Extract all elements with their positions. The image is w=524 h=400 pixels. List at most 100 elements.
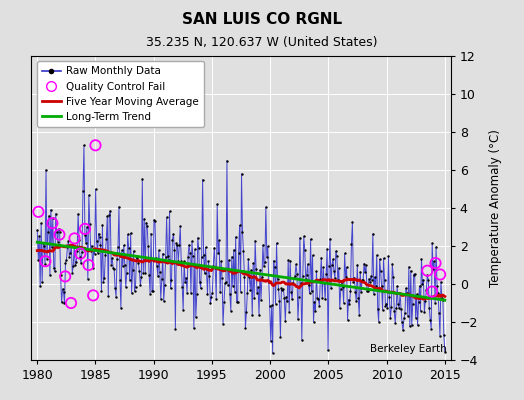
Point xyxy=(379,255,388,262)
Point xyxy=(344,296,353,303)
Point xyxy=(156,269,164,275)
Point xyxy=(128,266,137,273)
Point xyxy=(52,229,61,235)
Point xyxy=(70,235,79,242)
Point xyxy=(299,272,307,279)
Point xyxy=(66,250,74,257)
Point xyxy=(416,282,424,289)
Point xyxy=(124,231,132,238)
Point xyxy=(373,252,381,258)
Point xyxy=(104,292,113,299)
Point xyxy=(358,277,366,283)
Point xyxy=(98,222,106,228)
Point xyxy=(274,275,282,282)
Point xyxy=(166,208,174,215)
Point xyxy=(288,296,296,303)
Point xyxy=(48,220,57,226)
Point xyxy=(345,301,354,308)
Point xyxy=(243,290,252,296)
Point xyxy=(400,315,408,322)
Point xyxy=(236,288,245,295)
Point xyxy=(76,250,84,257)
Point xyxy=(261,204,270,210)
Point xyxy=(80,142,88,148)
Point xyxy=(249,260,257,266)
Point xyxy=(353,262,362,268)
Point xyxy=(232,234,240,240)
Point xyxy=(94,230,103,237)
Point xyxy=(175,242,183,248)
Point xyxy=(231,288,239,295)
Point xyxy=(70,243,79,250)
Point xyxy=(125,277,134,283)
Point xyxy=(221,280,229,287)
Point xyxy=(115,204,123,210)
Point xyxy=(357,289,365,296)
Point xyxy=(216,289,224,296)
Point xyxy=(51,210,60,217)
Point xyxy=(269,257,278,264)
Point xyxy=(56,229,64,235)
Point xyxy=(102,236,111,242)
Point xyxy=(96,242,105,249)
Point xyxy=(60,300,69,306)
Point xyxy=(310,299,319,305)
Point xyxy=(298,337,306,343)
Point xyxy=(335,265,343,271)
Point xyxy=(365,276,373,282)
Point xyxy=(189,253,197,260)
Legend: Raw Monthly Data, Quality Control Fail, Five Year Moving Average, Long-Term Tren: Raw Monthly Data, Quality Control Fail, … xyxy=(37,61,204,127)
Point xyxy=(244,256,253,262)
Point xyxy=(409,301,417,307)
Point xyxy=(271,300,280,307)
Point xyxy=(359,277,367,284)
Text: SAN LUIS CO RGNL: SAN LUIS CO RGNL xyxy=(182,12,342,27)
Point xyxy=(309,319,318,325)
Point xyxy=(276,334,285,340)
Point xyxy=(266,303,274,309)
Point xyxy=(427,325,435,332)
Point xyxy=(202,266,211,273)
Point xyxy=(435,310,443,316)
Point xyxy=(36,283,45,290)
Point xyxy=(110,266,118,272)
Point xyxy=(407,268,415,274)
Point xyxy=(255,312,263,318)
Point xyxy=(419,276,428,283)
Point xyxy=(264,243,272,250)
Point xyxy=(198,254,206,260)
Point xyxy=(337,279,346,285)
Point xyxy=(186,250,194,256)
Point xyxy=(305,290,314,297)
Point xyxy=(77,260,85,267)
Point xyxy=(392,305,400,311)
Point xyxy=(182,274,190,281)
Point xyxy=(335,305,344,312)
Point xyxy=(58,286,67,292)
Point xyxy=(59,288,68,295)
Point xyxy=(152,262,161,269)
Point xyxy=(50,265,58,271)
Point xyxy=(111,284,119,291)
Point xyxy=(213,201,222,207)
Point xyxy=(163,253,172,259)
Point xyxy=(47,206,55,213)
Point xyxy=(206,300,215,306)
Point xyxy=(369,291,378,297)
Point xyxy=(313,295,322,302)
Point xyxy=(184,254,192,260)
Point xyxy=(86,248,95,254)
Point xyxy=(224,282,232,288)
Point xyxy=(401,310,409,316)
Point xyxy=(388,261,397,267)
Point xyxy=(218,275,226,282)
Point xyxy=(352,298,361,304)
Point xyxy=(141,270,149,276)
Point xyxy=(61,260,70,266)
Point xyxy=(308,252,316,259)
Point xyxy=(78,248,86,255)
Point xyxy=(376,268,385,274)
Point xyxy=(405,264,413,270)
Point xyxy=(58,299,66,306)
Point xyxy=(49,215,57,222)
